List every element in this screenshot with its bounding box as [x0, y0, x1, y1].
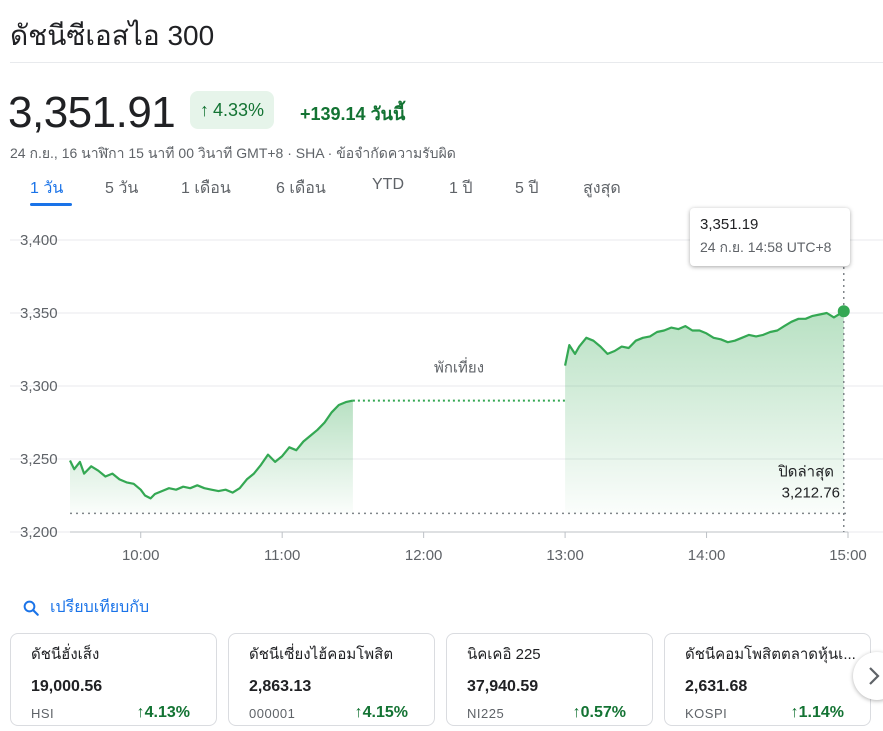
x-tick-label: 15:00 [829, 547, 867, 564]
card-change-value: 1.14% [798, 704, 844, 721]
afternoon-series-line [564, 310, 845, 366]
compare-label: เปรียบเทียบกับ [50, 599, 150, 616]
tab-5-days[interactable]: 5 วัน [105, 180, 139, 197]
change-percent: 4.33% [213, 99, 265, 120]
y-tick-label: 3,350 [20, 305, 58, 322]
x-tick-label: 11:00 [264, 547, 300, 564]
card-change-value: 4.13% [144, 704, 190, 721]
card-ticker: NI225 [467, 705, 505, 721]
x-tick-label: 10:00 [122, 547, 160, 564]
page-title: ดัชนีซีเอสไอ 300 [10, 20, 215, 51]
tooltip-value: 3,351.19 [700, 216, 759, 233]
y-tick-label: 3,400 [20, 232, 58, 249]
y-tick-label: 3,250 [20, 451, 58, 468]
hover-point [837, 305, 850, 318]
related-card-sse[interactable]: ดัชนีเซี่ยงไฮ้คอมโพสิต 2,863.13 000001 ↑… [228, 633, 435, 726]
card-ticker: 000001 [249, 705, 296, 721]
price-chart[interactable]: 3,400 3,350 3,300 3,250 3,200 10:00 11:00 12:00… [0, 205, 883, 577]
quote-meta: 24 ก.ย., 16 นาฬิกา 15 นาที 00 วินาที GMT… [10, 145, 456, 161]
tab-5-years[interactable]: 5 ปี [515, 180, 539, 197]
morning-area [70, 400, 353, 514]
related-card-hsi[interactable]: ดัชนีฮั่งเส็ง 19,000.56 HSI ↑4.13% [10, 633, 217, 726]
active-tab-indicator [30, 203, 72, 206]
card-change: ↑1.14% [791, 704, 844, 722]
change-absolute: +139.14 วันนี้ [300, 104, 406, 124]
change-percent-badge: ↑ 4.33% [190, 91, 275, 129]
card-price: 37,940.59 [467, 678, 539, 695]
afternoon-area [565, 311, 844, 514]
card-change-value: 4.15% [362, 704, 408, 721]
card-price: 2,631.68 [685, 678, 748, 695]
x-tick-label: 14:00 [688, 547, 726, 564]
tab-6-months[interactable]: 6 เดือน [276, 180, 326, 197]
arrow-up-icon: ↑ [200, 99, 209, 120]
card-change: ↑0.57% [573, 704, 626, 722]
related-card-nikkei[interactable]: นิคเคอิ 225 37,940.59 NI225 ↑0.57% [446, 633, 653, 726]
card-change: ↑4.15% [355, 704, 408, 722]
y-tick-label: 3,300 [20, 378, 58, 395]
arrow-up-icon: ↑ [354, 704, 363, 721]
card-price: 19,000.56 [31, 678, 103, 695]
current-price: 3,351.91 [8, 88, 176, 137]
tab-1-month[interactable]: 1 เดือน [181, 180, 231, 197]
arrow-up-icon: ↑ [136, 704, 145, 721]
tab-max[interactable]: สูงสุด [583, 180, 621, 197]
divider [10, 62, 883, 63]
tab-ytd[interactable]: YTD [372, 176, 404, 193]
card-name: ดัชนีคอมโพสิตตลาดหุ้นเ... [685, 646, 856, 663]
tab-1-day[interactable]: 1 วัน [30, 180, 64, 197]
x-tick-label: 13:00 [546, 547, 584, 564]
tooltip-time: 24 ก.ย. 14:58 UTC+8 [700, 239, 832, 255]
card-ticker: KOSPI [685, 705, 728, 721]
card-price: 2,863.13 [249, 678, 312, 695]
card-name: ดัชนีเซี่ยงไฮ้คอมโพสิต [249, 646, 394, 663]
arrow-up-icon: ↑ [790, 704, 799, 721]
related-card-kospi[interactable]: ดัชนีคอมโพสิตตลาดหุ้นเ... 2,631.68 KOSPI… [664, 633, 871, 726]
arrow-up-icon: ↑ [572, 704, 581, 721]
tab-1-year[interactable]: 1 ปี [449, 180, 473, 197]
card-name: ดัชนีฮั่งเส็ง [31, 646, 100, 663]
card-name: นิคเคอิ 225 [467, 646, 541, 663]
y-tick-label: 3,200 [20, 524, 58, 541]
compare-button[interactable]: เปรียบเทียบกับ [22, 595, 149, 620]
previous-close-label: ปิดล่าสุด [777, 463, 834, 481]
card-change-value: 0.57% [580, 704, 626, 721]
lunch-break-label: พักเที่ยง [434, 357, 484, 377]
card-change: ↑4.13% [137, 704, 190, 722]
chart-tooltip: 3,351.19 24 ก.ย. 14:58 UTC+8 [690, 208, 850, 266]
x-tick-label: 12:00 [405, 547, 443, 564]
morning-series-line [69, 399, 354, 500]
previous-close-value: 3,212.76 [782, 484, 840, 501]
card-ticker: HSI [31, 705, 55, 721]
chevron-right-icon [869, 667, 880, 685]
search-icon [23, 600, 39, 616]
